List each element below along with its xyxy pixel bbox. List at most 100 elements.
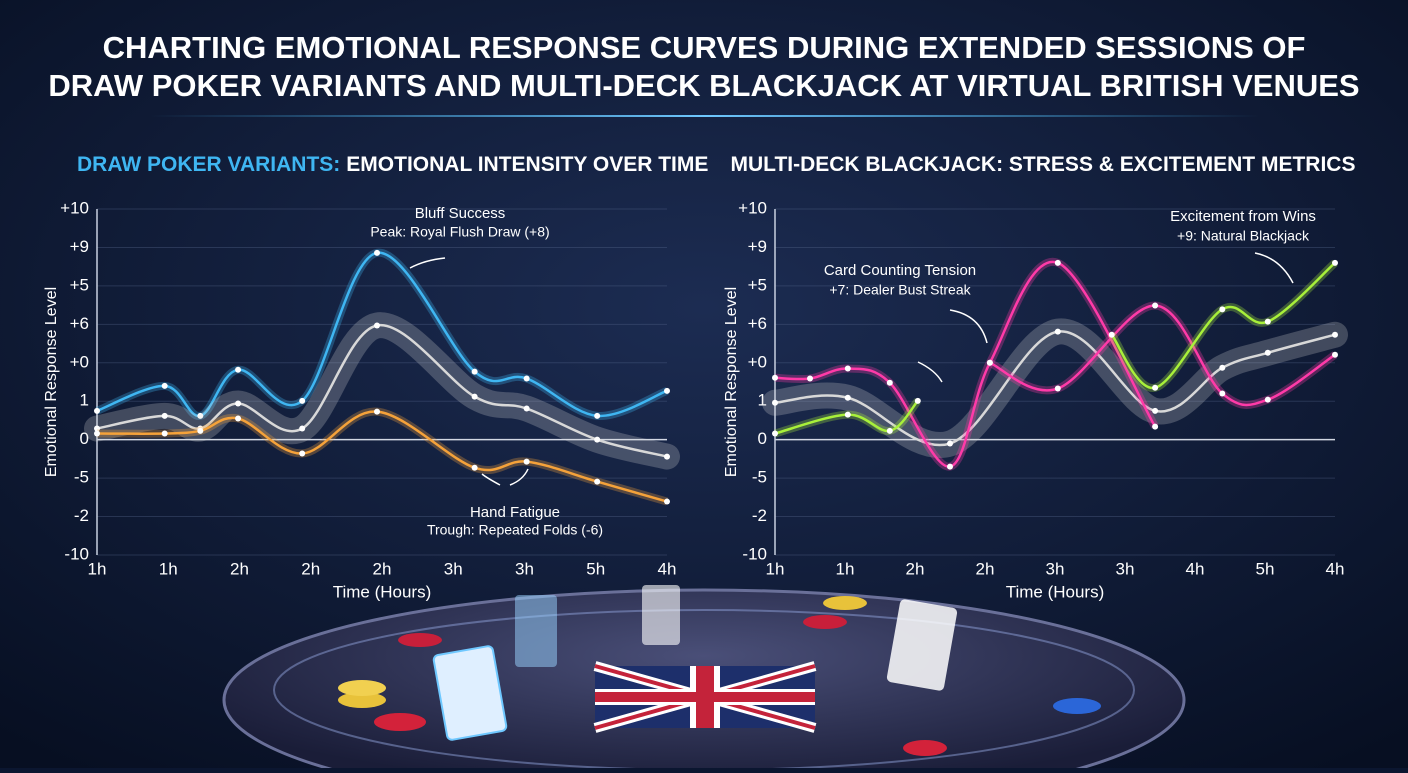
point [947, 463, 953, 470]
x-tick-label: 2h [976, 559, 995, 578]
point [471, 368, 478, 375]
point [1054, 328, 1061, 335]
line [96, 410, 668, 503]
y-tick-label: -2 [752, 506, 767, 525]
point [594, 412, 601, 419]
line [96, 251, 668, 418]
y-tick-label: +9 [748, 237, 767, 256]
point [1264, 396, 1271, 403]
point [94, 407, 100, 414]
line [96, 324, 668, 458]
point [1332, 331, 1338, 338]
point [1219, 364, 1226, 371]
point [235, 366, 242, 373]
annotation: +9: Natural Blackjack [1177, 228, 1310, 244]
point [523, 375, 530, 382]
point [914, 397, 921, 404]
point [1332, 351, 1338, 358]
x-tick-label: 4h [1186, 559, 1205, 578]
point [235, 400, 242, 407]
point [664, 453, 670, 460]
y-axis-label: Emotional Response Level [43, 287, 60, 477]
y-tick-label: +6 [70, 314, 89, 333]
point [1152, 384, 1159, 391]
point [1152, 407, 1159, 414]
annotation: +7: Dealer Bust Streak [829, 282, 971, 298]
y-tick-label: +10 [738, 198, 767, 217]
point [886, 379, 893, 386]
point [1054, 259, 1061, 266]
y-tick-label: +6 [748, 314, 767, 333]
point [947, 440, 953, 447]
point [299, 425, 306, 432]
point [844, 394, 851, 401]
point [844, 411, 851, 418]
x-tick-label: 2h [230, 559, 249, 578]
annotation: Peak: Royal Flush Draw (+8) [370, 224, 549, 240]
y-tick-label: 1 [758, 391, 767, 410]
x-tick-label: 2h [301, 559, 320, 578]
annotation: Bluff Success [415, 205, 506, 222]
point [374, 322, 381, 329]
point [594, 436, 601, 443]
annotation-arrow [949, 309, 988, 344]
point [772, 430, 778, 437]
chart-title-part: EMOTIONAL INTENSITY OVER TIME [346, 153, 708, 176]
point [1264, 349, 1271, 356]
y-tick-label: -10 [64, 544, 89, 563]
point [1219, 306, 1226, 313]
point [594, 478, 601, 485]
x-tick-label: 2h [373, 559, 392, 578]
annotation: Card Counting Tension [824, 262, 976, 279]
line [989, 304, 1336, 407]
annotation: Trough: Repeated Folds (-6) [427, 522, 603, 538]
x-tick-label: 3h [444, 559, 463, 578]
point [94, 425, 100, 432]
point [807, 375, 813, 382]
point [523, 458, 530, 465]
heading-line: CHARTING EMOTIONAL RESPONSE CURVES DURIN… [103, 30, 1306, 65]
point [299, 397, 306, 404]
point [235, 415, 242, 422]
x-tick-label: 3h [1046, 559, 1065, 578]
point [374, 249, 381, 256]
chart-title: DRAW POKER VARIANTS: EMOTIONAL INTENSITY … [77, 153, 708, 176]
y-tick-label: -10 [742, 544, 767, 563]
point [374, 408, 381, 415]
table-decoration [222, 585, 1186, 773]
point [299, 450, 306, 457]
annotation: Excitement from Wins [1170, 208, 1316, 225]
y-tick-label: 0 [80, 429, 89, 448]
point [772, 399, 778, 406]
y-tick-label: -5 [74, 468, 89, 487]
point [197, 427, 204, 434]
x-tick-label: 1h [88, 559, 107, 578]
heading-line: DRAW POKER VARIANTS AND MULTI-DECK BLACK… [48, 68, 1359, 103]
point [1152, 423, 1159, 430]
point [1054, 385, 1061, 392]
line [774, 330, 1336, 447]
y-tick-label: +10 [60, 198, 89, 217]
annotation-arrow [917, 361, 943, 383]
x-tick-label: 2h [906, 559, 925, 578]
title-rule [150, 115, 1260, 117]
line [774, 399, 919, 435]
point [1264, 318, 1271, 325]
y-tick-label: +9 [70, 237, 89, 256]
y-tick-label: +5 [70, 275, 89, 294]
x-tick-label: 4h [658, 559, 677, 578]
y-tick-label: 0 [758, 429, 767, 448]
y-tick-label: 1 [80, 391, 89, 410]
annotation: Hand Fatigue [470, 504, 560, 521]
annotation-arrow [1254, 252, 1294, 284]
x-tick-label: 1h [836, 559, 855, 578]
y-tick-label: -5 [752, 468, 767, 487]
y-axis-label: Emotional Response Level [723, 287, 740, 477]
y-tick-label: +0 [748, 352, 767, 371]
point [844, 365, 851, 372]
x-tick-label: 5h [1256, 559, 1275, 578]
y-tick-label: +0 [70, 352, 89, 371]
